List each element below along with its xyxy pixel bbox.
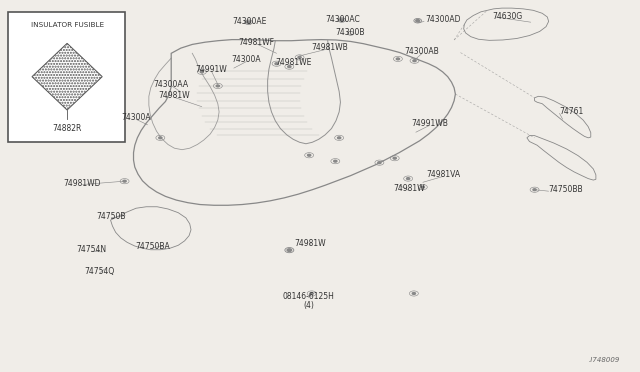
Circle shape xyxy=(159,137,162,139)
Text: 08146-6125H: 08146-6125H xyxy=(283,292,335,301)
Bar xyxy=(8,12,125,141)
Circle shape xyxy=(310,292,314,294)
Circle shape xyxy=(396,58,399,60)
Text: (4): (4) xyxy=(303,301,314,310)
Circle shape xyxy=(275,63,278,65)
Text: 74981WD: 74981WD xyxy=(64,179,101,187)
Circle shape xyxy=(416,20,420,22)
Text: 74300AC: 74300AC xyxy=(325,15,360,24)
Text: 74754N: 74754N xyxy=(76,245,106,254)
Circle shape xyxy=(533,189,536,190)
Text: 74750BB: 74750BB xyxy=(548,185,583,194)
Text: 74981WB: 74981WB xyxy=(311,42,348,51)
Text: 74761: 74761 xyxy=(559,108,584,116)
Text: 74300AB: 74300AB xyxy=(405,47,440,56)
Text: .I748009: .I748009 xyxy=(589,357,620,363)
Text: 74882R: 74882R xyxy=(52,124,82,133)
Text: 74754Q: 74754Q xyxy=(84,267,115,276)
Circle shape xyxy=(421,186,424,188)
Circle shape xyxy=(246,21,250,23)
Circle shape xyxy=(216,85,220,87)
Text: 74750BA: 74750BA xyxy=(135,241,170,250)
Text: 74750B: 74750B xyxy=(97,212,126,221)
Text: 74981W: 74981W xyxy=(294,239,326,248)
Text: 74991W: 74991W xyxy=(196,65,227,74)
Text: 74981W: 74981W xyxy=(159,92,190,100)
Text: 74300AD: 74300AD xyxy=(426,16,461,25)
Text: 74300A: 74300A xyxy=(121,113,151,122)
Text: 74981WF: 74981WF xyxy=(238,38,274,47)
Circle shape xyxy=(123,180,126,182)
Text: 74630G: 74630G xyxy=(492,12,523,21)
Circle shape xyxy=(287,249,292,251)
Circle shape xyxy=(298,57,301,58)
Text: INSULATOR FUSIBLE: INSULATOR FUSIBLE xyxy=(31,22,104,28)
Text: 74981VA: 74981VA xyxy=(426,170,460,179)
Circle shape xyxy=(288,66,291,68)
Circle shape xyxy=(413,60,416,62)
Text: 74981W: 74981W xyxy=(393,185,424,193)
Circle shape xyxy=(406,178,410,180)
Circle shape xyxy=(393,157,396,159)
Circle shape xyxy=(412,292,415,294)
Circle shape xyxy=(200,71,204,73)
Text: 74991WB: 74991WB xyxy=(412,119,448,128)
Text: 74300AE: 74300AE xyxy=(232,17,267,26)
Circle shape xyxy=(340,19,344,21)
Text: 74300B: 74300B xyxy=(335,28,365,37)
Text: 74981WE: 74981WE xyxy=(275,58,312,67)
Text: 74300AA: 74300AA xyxy=(154,80,189,89)
Text: 74300A: 74300A xyxy=(232,55,261,64)
Circle shape xyxy=(308,154,311,156)
Circle shape xyxy=(337,137,340,139)
Circle shape xyxy=(378,162,381,164)
Circle shape xyxy=(333,160,337,162)
